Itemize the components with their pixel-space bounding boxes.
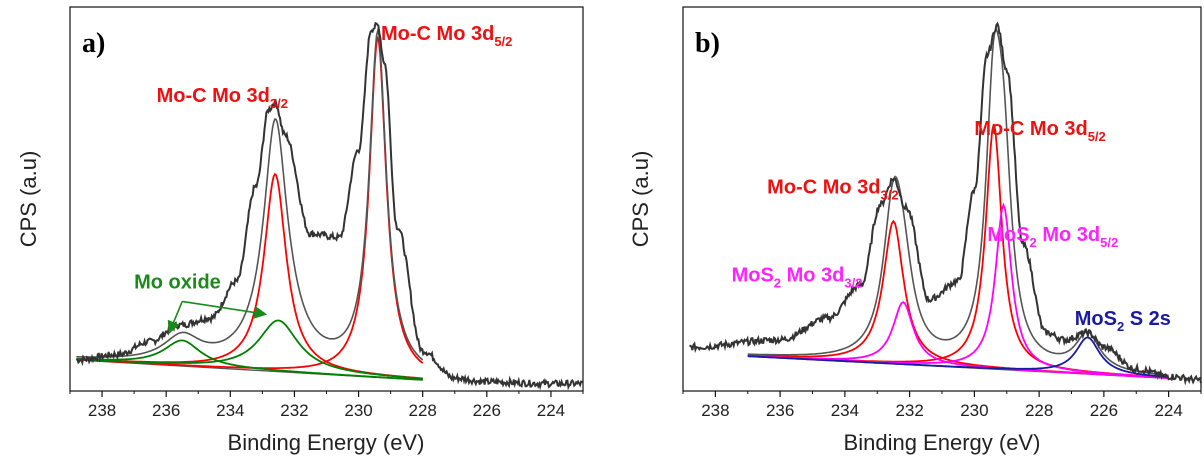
x-axis-title: Binding Energy (eV) <box>228 430 425 455</box>
peak-annotation: MoS2 Mo 3d5/2 <box>987 224 1118 250</box>
x-tick-label: 228 <box>409 401 437 420</box>
y-axis-title: CPS (a.u) <box>628 151 653 248</box>
peak-annotation: MoS2 S 2s <box>1075 308 1171 334</box>
x-axis-ticks: 238 236 234 232 230 228 226 224 <box>682 391 1202 420</box>
x-tick-label: 236 <box>152 401 180 420</box>
plot-curves <box>689 21 1202 386</box>
x-tick-label: 238 <box>88 401 116 420</box>
x-axis-ticks: 238 236 234 232 230 228 226 224 <box>69 391 584 420</box>
envelope-line <box>76 27 424 361</box>
x-tick-label: 224 <box>1154 401 1182 420</box>
plot-frame <box>682 6 1202 392</box>
x-tick-label: 226 <box>473 401 501 420</box>
peak-annotation: Mo-C Mo 3d3/2 <box>157 85 288 111</box>
x-tick-label: 234 <box>216 401 244 420</box>
panel-label: b) <box>695 28 720 59</box>
x-tick-label: 238 <box>701 401 729 420</box>
fit-component-line <box>747 336 1169 378</box>
fit-component-line <box>76 319 423 380</box>
plot-curves <box>75 21 584 391</box>
fit-component-line <box>76 339 423 381</box>
x-tick-label: 230 <box>344 401 372 420</box>
peak-annotation: MoS2 Mo 3d3/2 <box>732 264 863 290</box>
x-tick-label: 226 <box>1090 401 1118 420</box>
x-tick-label: 228 <box>1025 401 1053 420</box>
peak-annotation: Mo-C Mo 3d3/2 <box>767 177 898 203</box>
x-tick-label: 224 <box>537 401 565 420</box>
x-tick-label: 232 <box>895 401 923 420</box>
annotation-arrow <box>167 301 183 334</box>
peak-annotation: Mo oxide <box>134 272 221 294</box>
peak-annotation: Mo-C Mo 3d5/2 <box>974 118 1105 144</box>
measured-spectrum-line <box>75 21 584 391</box>
x-tick-label: 232 <box>280 401 308 420</box>
annotations: Mo-C Mo 3d5/2 Mo-C Mo 3d3/2 MoS2 Mo 3d3/2 M… <box>732 118 1171 334</box>
annotation-arrow <box>182 300 268 319</box>
x-tick-label: 234 <box>831 401 859 420</box>
x-tick-label: 236 <box>766 401 794 420</box>
peak-annotation: Mo-C Mo 3d5/2 <box>381 23 512 49</box>
x-axis-title: Binding Energy (eV) <box>844 430 1041 455</box>
measured-spectrum-line <box>689 21 1202 386</box>
x-tick-label: 230 <box>960 401 988 420</box>
annotations: Mo-C Mo 3d5/2 Mo-C Mo 3d3/2 Mo oxide <box>134 23 512 334</box>
panel-a: a) CPS (a.u) Binding Energy (eV) 238 236 2… <box>16 6 584 455</box>
panel-label: a) <box>82 28 105 59</box>
panel-b: b) CPS (a.u) Binding Energy (eV) 238 236 2… <box>628 6 1202 455</box>
plot-frame <box>69 6 584 392</box>
y-axis-title: CPS (a.u) <box>16 151 41 248</box>
